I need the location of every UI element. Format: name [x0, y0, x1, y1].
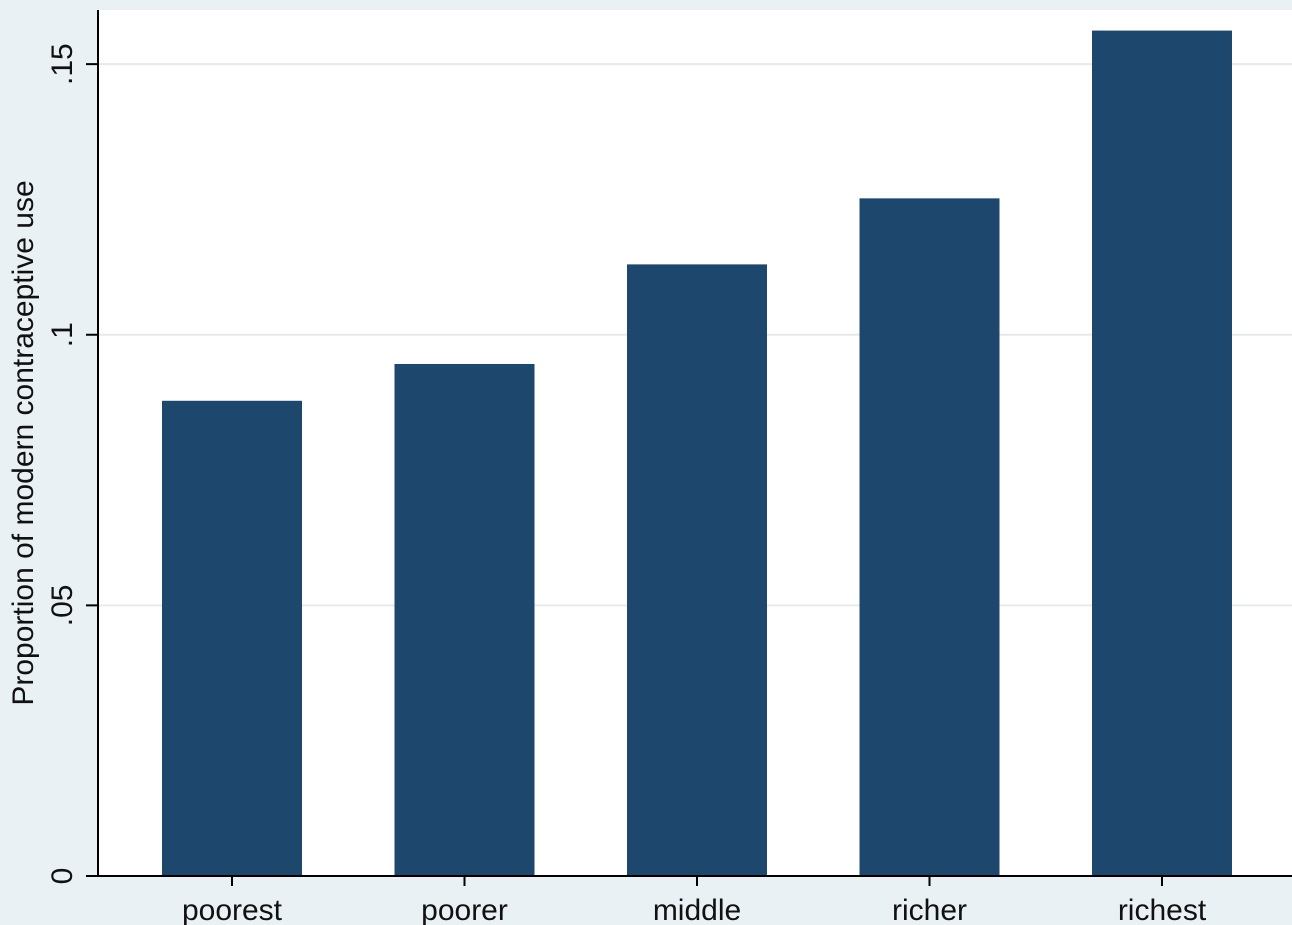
axes — [86, 10, 1292, 886]
y-tick-label: .05 — [46, 585, 79, 627]
x-tick-label: richest — [1118, 894, 1207, 925]
bar-middle — [627, 264, 767, 876]
bar-poorest — [162, 400, 302, 876]
y-axis-title: Proportion of modern contraceptive use — [7, 180, 40, 705]
x-tick-label: poorer — [421, 894, 508, 925]
bars — [162, 30, 1232, 877]
y-tick-label: .1 — [46, 322, 79, 347]
x-tick-label: richer — [892, 894, 967, 925]
y-tick-label: 0 — [46, 868, 79, 885]
x-tick-label: poorest — [182, 894, 283, 925]
bar-richer — [859, 198, 1000, 877]
x-tick-label: middle — [653, 894, 741, 925]
y-tick-label: .15 — [46, 43, 79, 85]
labels: poorest poorer middle richer richest 0 .05 .1 .1… — [7, 43, 1207, 925]
bar-richest — [1092, 30, 1232, 876]
bar-poorer — [394, 363, 535, 876]
